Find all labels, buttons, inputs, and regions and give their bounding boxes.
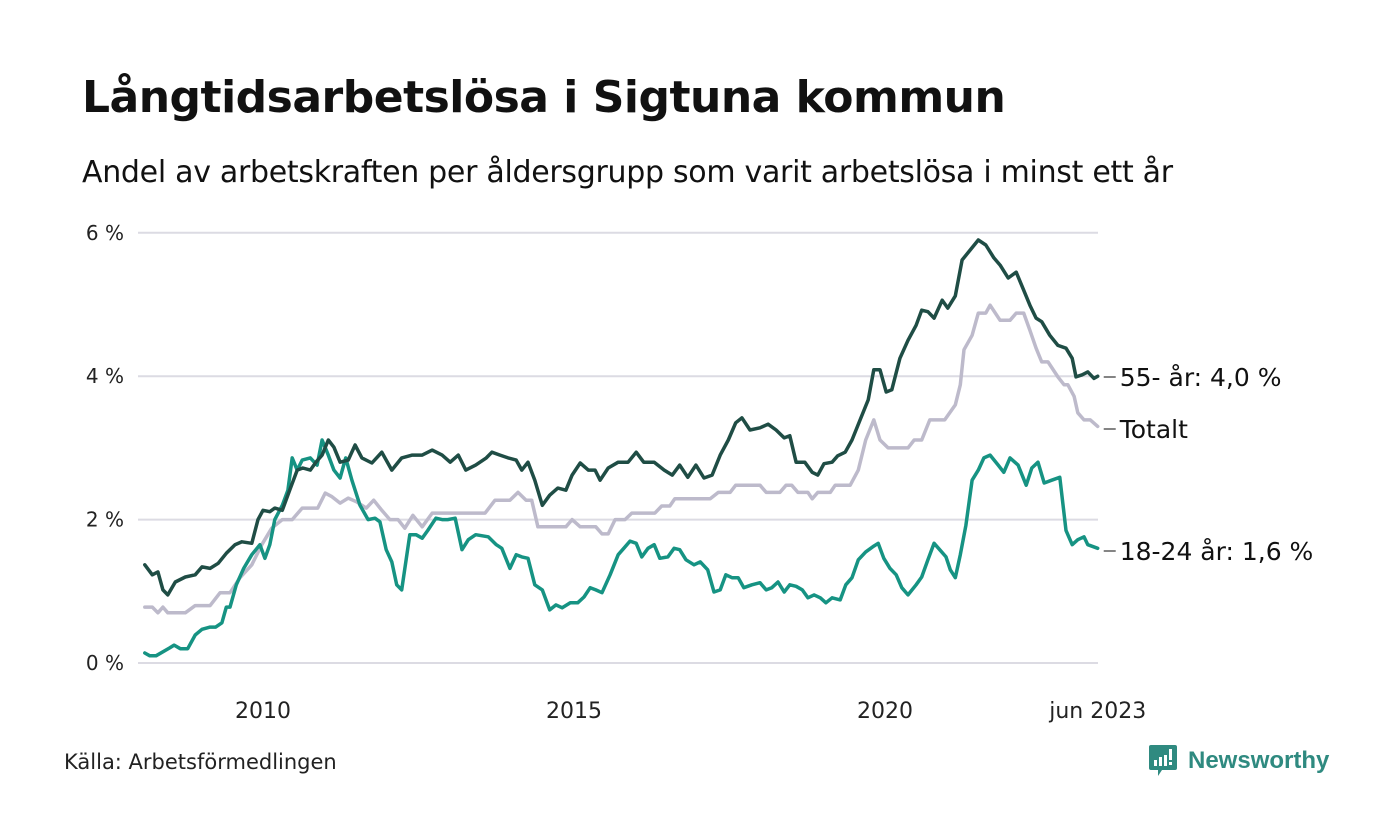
x-tick-label: jun 2023 — [1048, 699, 1146, 724]
source-text: Källa: Arbetsförmedlingen — [64, 750, 337, 774]
page-title: Långtidsarbetslösa i Sigtuna kommun — [82, 72, 1006, 123]
newsworthy-logo-icon — [1149, 745, 1177, 776]
grid-lines — [138, 231, 1098, 664]
series-end-label: 55- år: 4,0 % — [1120, 363, 1282, 392]
series-lines — [143, 238, 1100, 658]
page-subtitle: Andel av arbetskraften per åldersgrupp s… — [82, 155, 1173, 190]
x-tick-label: 2020 — [857, 699, 913, 724]
series-end-labels: 55- år: 4,0 % Totalt 18-24 år: 1,6 % — [1103, 363, 1314, 566]
x-tick-label: 2015 — [546, 699, 602, 724]
series-line-18-24-r — [143, 438, 1100, 658]
y-tick-label: 6 % — [86, 221, 124, 245]
x-tick-label: 2010 — [235, 699, 291, 724]
series-line-55-r — [143, 238, 1100, 597]
series-end-label: Totalt — [1119, 415, 1188, 444]
x-axis: 2010 2015 2020 jun 2023 — [235, 699, 1146, 724]
brand-logo[interactable]: Newsworthy — [1148, 744, 1329, 778]
brand-name: Newsworthy — [1188, 747, 1330, 774]
y-tick-label: 2 % — [86, 508, 124, 532]
y-tick-label: 0 % — [86, 651, 124, 675]
y-tick-label: 4 % — [86, 364, 124, 388]
series-line-totalt — [143, 303, 1100, 615]
y-axis: 0 % 2 % 4 % 6 % — [86, 221, 124, 675]
series-end-label: 18-24 år: 1,6 % — [1120, 537, 1314, 566]
